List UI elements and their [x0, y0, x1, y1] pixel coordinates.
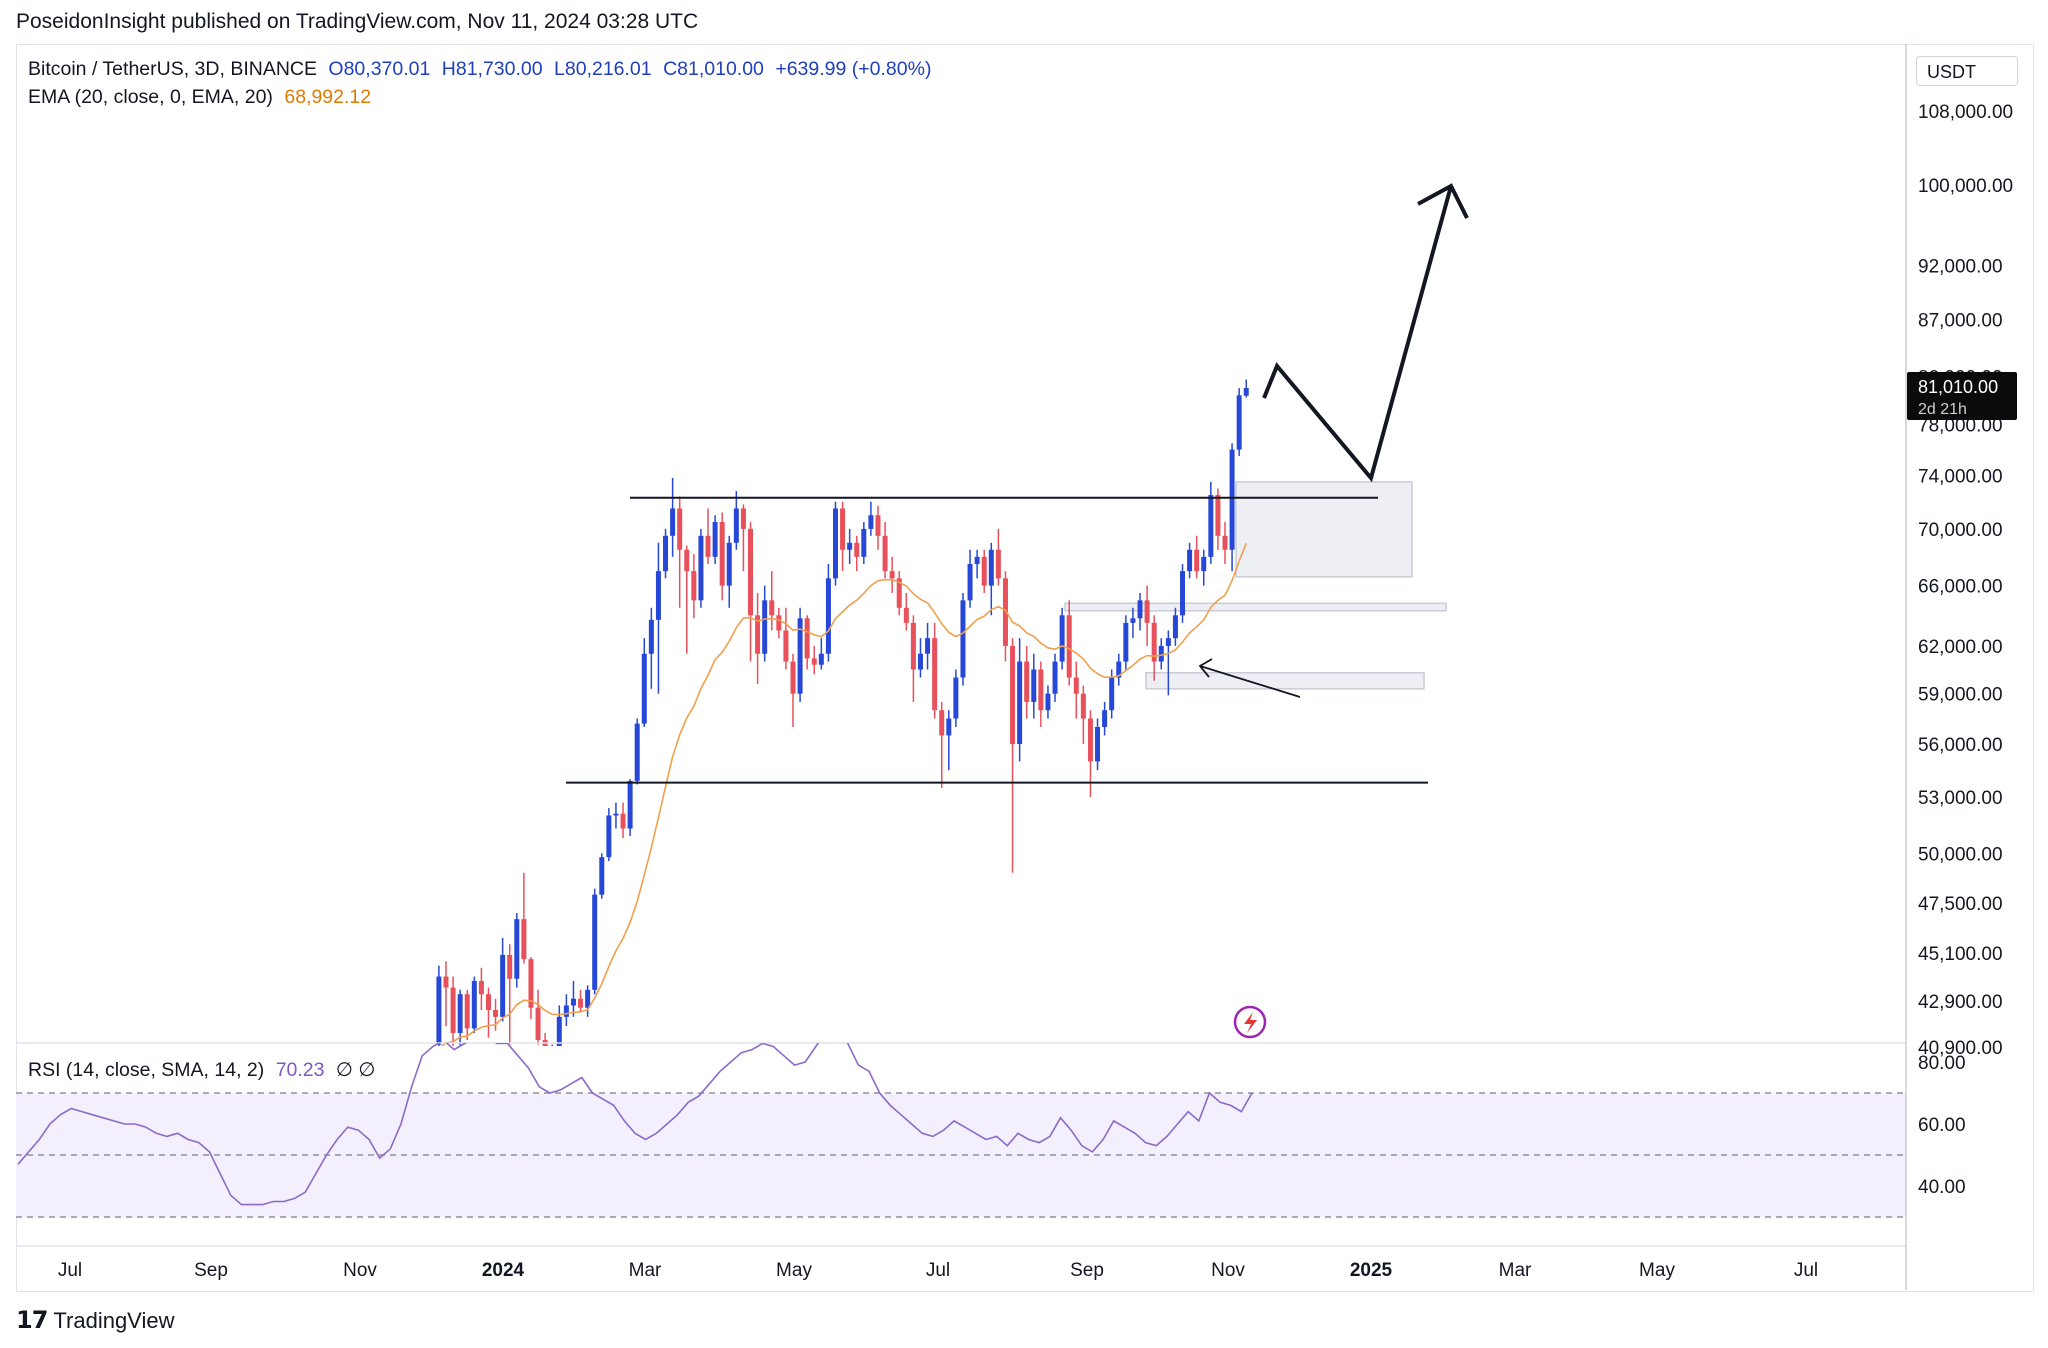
ema-label[interactable]: EMA (20, close, 0, EMA, 20): [28, 86, 273, 108]
footer-brand[interactable]: 𝟭𝟳 TradingView: [16, 1306, 174, 1335]
rsi-legend: RSI (14, close, SMA, 14, 2) 70.23 ∅ ∅: [28, 1058, 381, 1082]
footer-brand-text: TradingView: [53, 1307, 175, 1333]
ohlc-open: O80,370.01: [328, 58, 431, 80]
tradingview-logo-icon: 𝟭𝟳: [16, 1307, 48, 1334]
ohlc-change: +639.99 (+0.80%): [775, 58, 932, 80]
publisher-line: PoseidonInsight published on TradingView…: [16, 10, 699, 33]
ohlc-low: L80,216.01: [554, 58, 652, 80]
ohlc-high: H81,730.00: [441, 58, 543, 80]
ema-value: 68,992.12: [284, 86, 372, 108]
ema-legend: EMA (20, close, 0, EMA, 20) 68,992.12: [28, 86, 377, 109]
symbol-title[interactable]: Bitcoin / TetherUS, 3D, BINANCE: [28, 58, 317, 80]
chart-frame[interactable]: [16, 44, 2034, 1292]
rsi-label[interactable]: RSI (14, close, SMA, 14, 2): [28, 1059, 265, 1081]
rsi-value: 70.23: [275, 1059, 325, 1081]
currency-button[interactable]: USDT: [1916, 56, 2018, 86]
rsi-extra: ∅ ∅: [335, 1059, 376, 1081]
symbol-legend: Bitcoin / TetherUS, 3D, BINANCE O80,370.…: [28, 58, 937, 81]
ohlc-close: C81,010.00: [663, 58, 764, 80]
